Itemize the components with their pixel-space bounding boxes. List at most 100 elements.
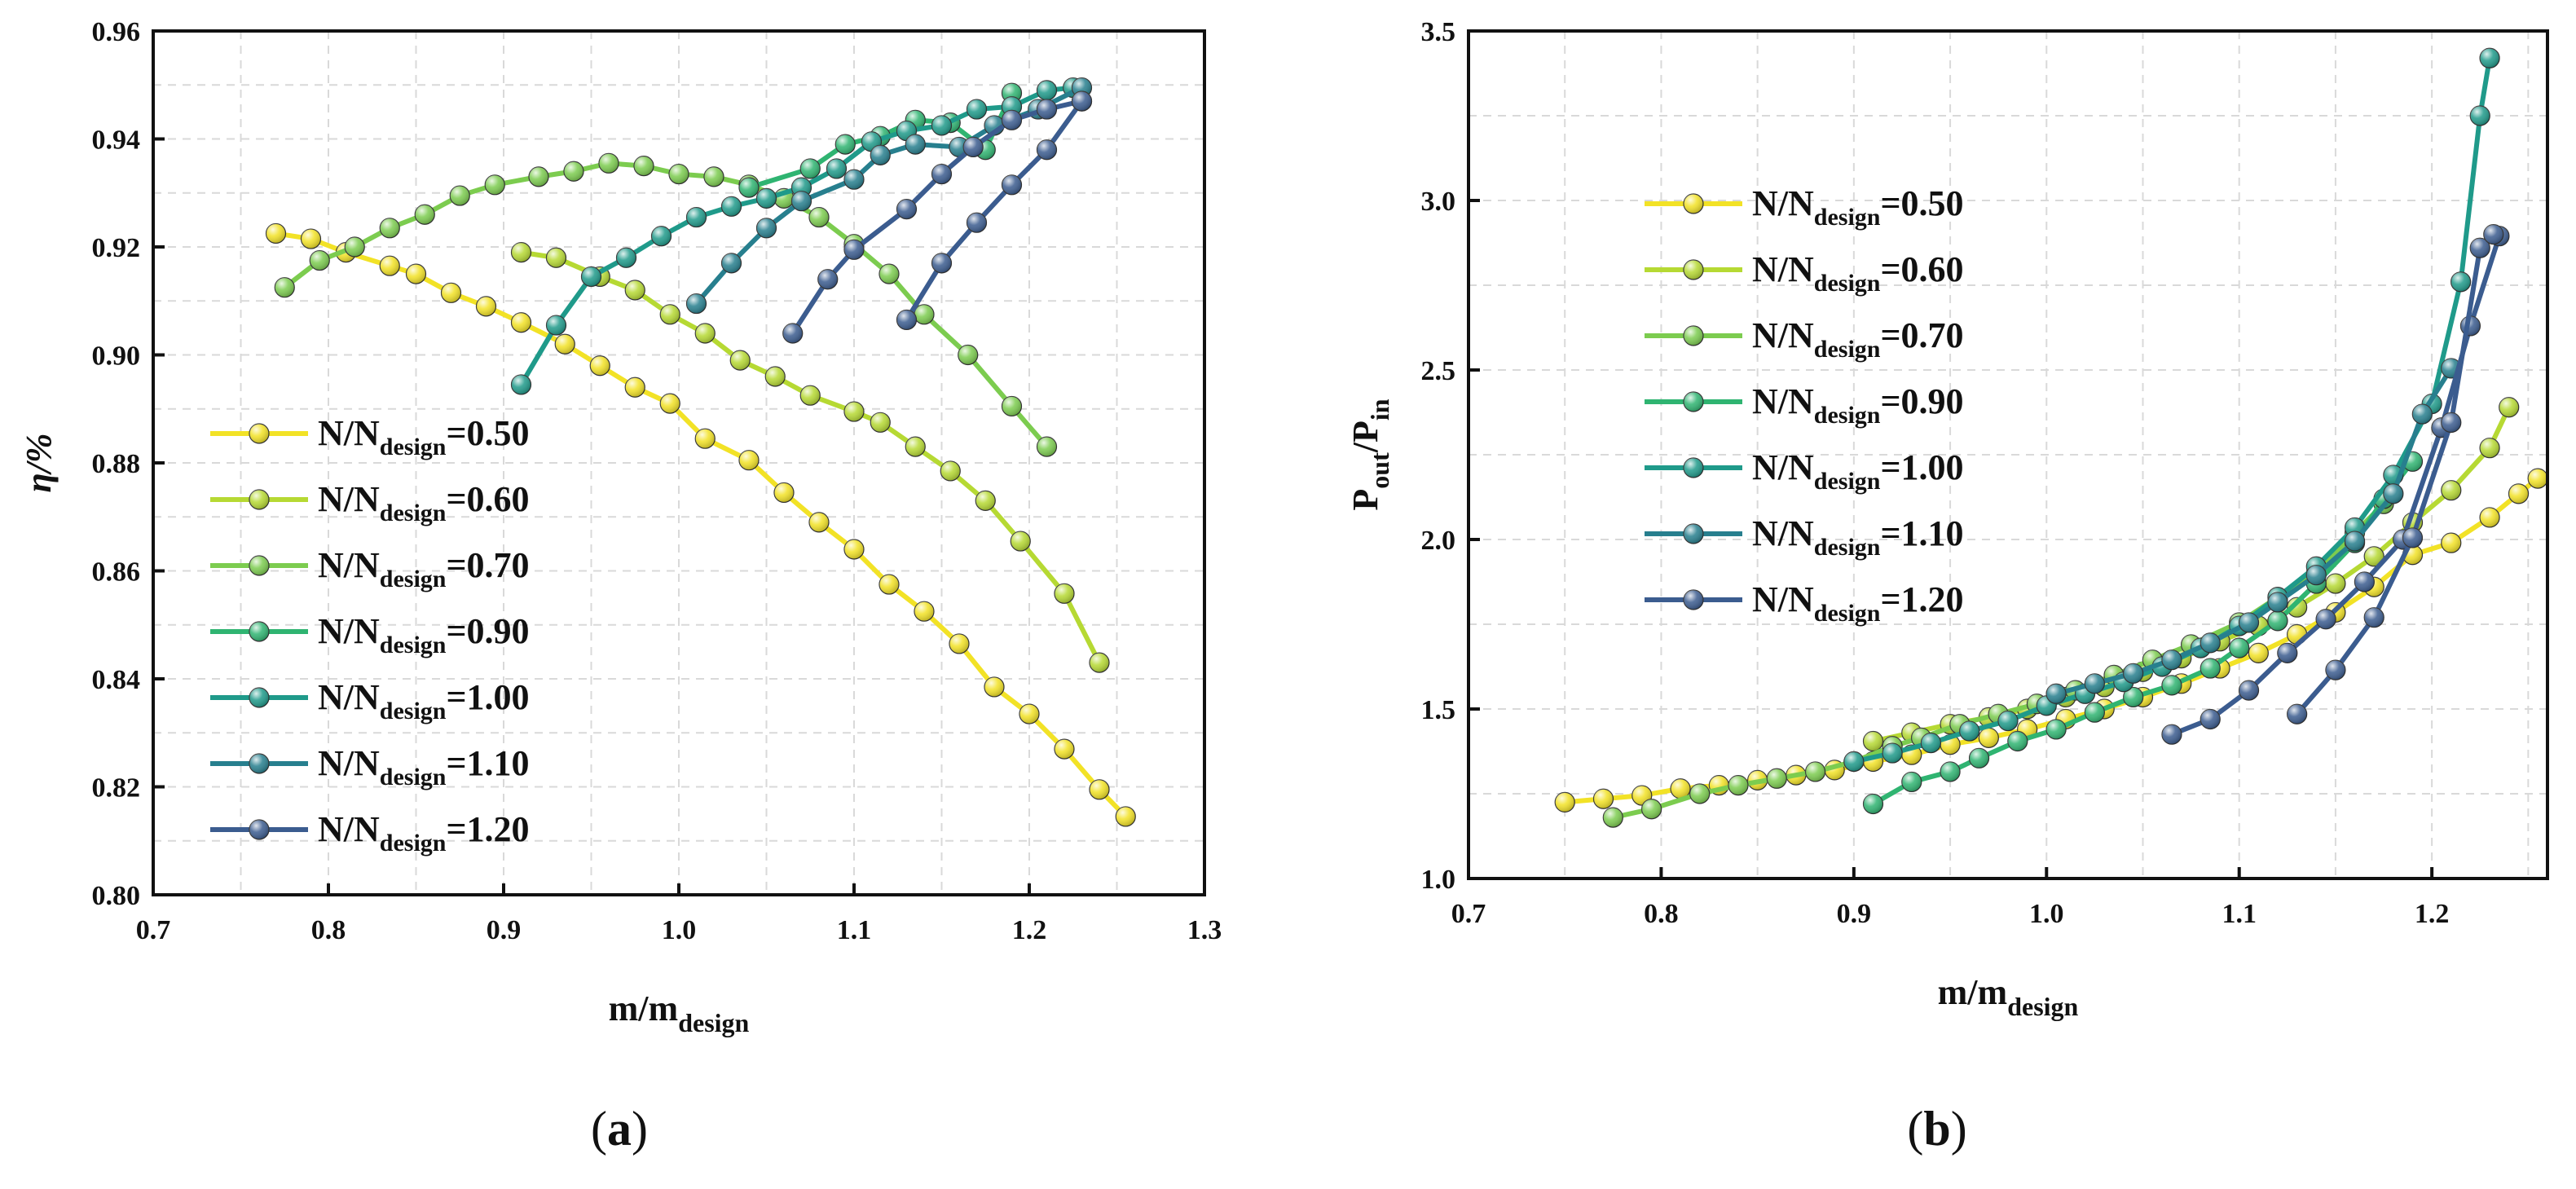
series-0.70 <box>274 152 1058 457</box>
x-axis-title: m/mdesign <box>609 989 750 1037</box>
x-tick-label: 0.8 <box>311 915 346 945</box>
data-point-shade <box>844 402 864 422</box>
legend-item: N/Ndesign=1.20 <box>1645 579 1964 627</box>
x-tick-label: 1.2 <box>2415 899 2450 929</box>
data-point-shade <box>2441 533 2461 553</box>
x-tick-label: 1.0 <box>2029 899 2064 929</box>
data-point-shade <box>704 166 724 187</box>
data-point-shade <box>581 266 601 287</box>
data-point-shade <box>275 277 295 297</box>
y-tick-label: 3.0 <box>1421 187 1456 217</box>
series-1.10 <box>2045 358 2462 704</box>
data-point-shade <box>1072 91 1092 112</box>
data-point-shade <box>870 412 891 433</box>
data-point-shade <box>931 253 952 273</box>
data-point-shade <box>721 253 742 273</box>
legend-marker-shade <box>1684 260 1703 280</box>
data-point-shade <box>529 166 548 187</box>
legend-label: N/Ndesign=0.60 <box>318 479 530 526</box>
data-point-shade <box>2123 687 2143 707</box>
gridlines <box>153 31 1204 895</box>
legend-item: N/Ndesign=0.60 <box>1645 249 1964 297</box>
data-point-shade <box>1002 396 1022 416</box>
data-point-shade <box>765 367 786 386</box>
data-point-shade <box>2483 224 2503 244</box>
data-point-shade <box>2287 704 2307 724</box>
data-point-shade <box>511 242 531 262</box>
data-point-shade <box>730 350 751 371</box>
data-point-shade <box>2123 663 2143 684</box>
data-point-shade <box>905 437 926 457</box>
y-tick-label: 3.5 <box>1421 17 1456 47</box>
legend-label: N/Ndesign=0.70 <box>318 545 530 592</box>
data-point-shade <box>2229 638 2249 658</box>
data-point-shade <box>1882 743 1903 764</box>
legend-marker-shade <box>249 754 269 773</box>
legend-item: N/Ndesign=0.70 <box>1645 315 1964 363</box>
legend-item: N/Ndesign=1.10 <box>1645 513 1964 561</box>
y-tick-label: 2.0 <box>1421 526 1456 556</box>
data-point-shade <box>1019 704 1039 724</box>
plot-area <box>265 77 1136 827</box>
y-tick-label: 0.80 <box>92 881 141 911</box>
data-point-shade <box>1090 779 1109 799</box>
legend-item: N/Ndesign=1.00 <box>210 677 530 724</box>
x-tick-label: 1.1 <box>2222 899 2257 929</box>
series-0.50 <box>1554 468 2547 813</box>
x-tick-label: 0.9 <box>487 915 522 945</box>
legend-marker-shade <box>249 622 269 641</box>
legend-label: N/Ndesign=0.90 <box>1752 381 1964 429</box>
y-tick-label: 0.82 <box>92 773 141 804</box>
data-point-shade <box>940 460 961 481</box>
legend-marker-shade <box>1684 590 1703 610</box>
y-tick-label: 2.5 <box>1421 356 1456 386</box>
data-point-shade <box>660 304 680 324</box>
data-point-shade <box>345 237 365 257</box>
y-axis: 0.80 0.82 0.84 0.86 0.88 0.90 0.92 0.94 0.96 <box>92 17 165 911</box>
data-point-shade <box>2085 673 2105 694</box>
legend: N/Ndesign=0.50 N/Ndesign=0.60 N/Ndesign=0.… <box>210 413 530 857</box>
legend-label: N/Ndesign=1.10 <box>1752 513 1964 561</box>
data-point-shade <box>975 491 996 511</box>
panel-label: (a) <box>591 1102 648 1156</box>
data-point-shade <box>1863 731 1883 751</box>
data-point-shade <box>1959 721 1979 742</box>
data-point-shade <box>2268 610 2288 631</box>
data-point-shade <box>931 115 952 135</box>
data-point-shade <box>301 229 321 249</box>
panel-b-pressure-ratio-chart: 0.7 0.8 0.9 1.0 1.1 1.2 1.0 1.5 2.0 2.5 3.0 3.5 m/md… <box>1345 17 2549 1156</box>
data-point-shade <box>800 385 821 406</box>
data-point-shade <box>2508 483 2529 504</box>
series-line <box>1872 460 2415 807</box>
data-point-shade <box>1921 733 1941 753</box>
data-point-shade <box>2480 48 2500 68</box>
data-point-shade <box>879 264 899 284</box>
data-point-shade <box>782 324 803 343</box>
data-point-shade <box>1767 768 1787 789</box>
plot-frame <box>1467 29 2549 880</box>
data-point-shade <box>441 283 461 303</box>
data-point-shade <box>2441 480 2461 500</box>
data-point-shade <box>1969 748 1989 768</box>
data-point-shade <box>380 218 400 238</box>
panel-a-efficiency-chart: 0.7 0.8 0.9 1.0 1.1 1.2 1.30.800.820.840.860.8… <box>19 17 1222 1156</box>
data-point-shade <box>2383 483 2403 504</box>
series-extra-7 <box>2287 224 2504 724</box>
data-point-shade <box>844 539 864 559</box>
data-point-shade <box>2470 238 2490 258</box>
x-tick-label: 1.3 <box>1187 915 1222 945</box>
data-point-shade <box>2470 106 2490 126</box>
data-point-shade <box>756 218 777 238</box>
data-point-shade <box>1002 174 1022 195</box>
data-point-shade <box>774 482 794 503</box>
legend-label: N/Ndesign=0.60 <box>1752 249 1964 297</box>
data-point-shade <box>2161 675 2182 695</box>
series-extra-7 <box>896 90 1093 331</box>
data-point-shade <box>1037 80 1057 100</box>
data-point-shade <box>800 158 821 178</box>
data-point-shade <box>2480 438 2500 458</box>
data-point-shade <box>2364 607 2384 628</box>
x-axis: 0.7 0.8 0.9 1.0 1.1 1.2 1.3 <box>136 883 1222 945</box>
data-point-shade <box>2480 507 2500 527</box>
